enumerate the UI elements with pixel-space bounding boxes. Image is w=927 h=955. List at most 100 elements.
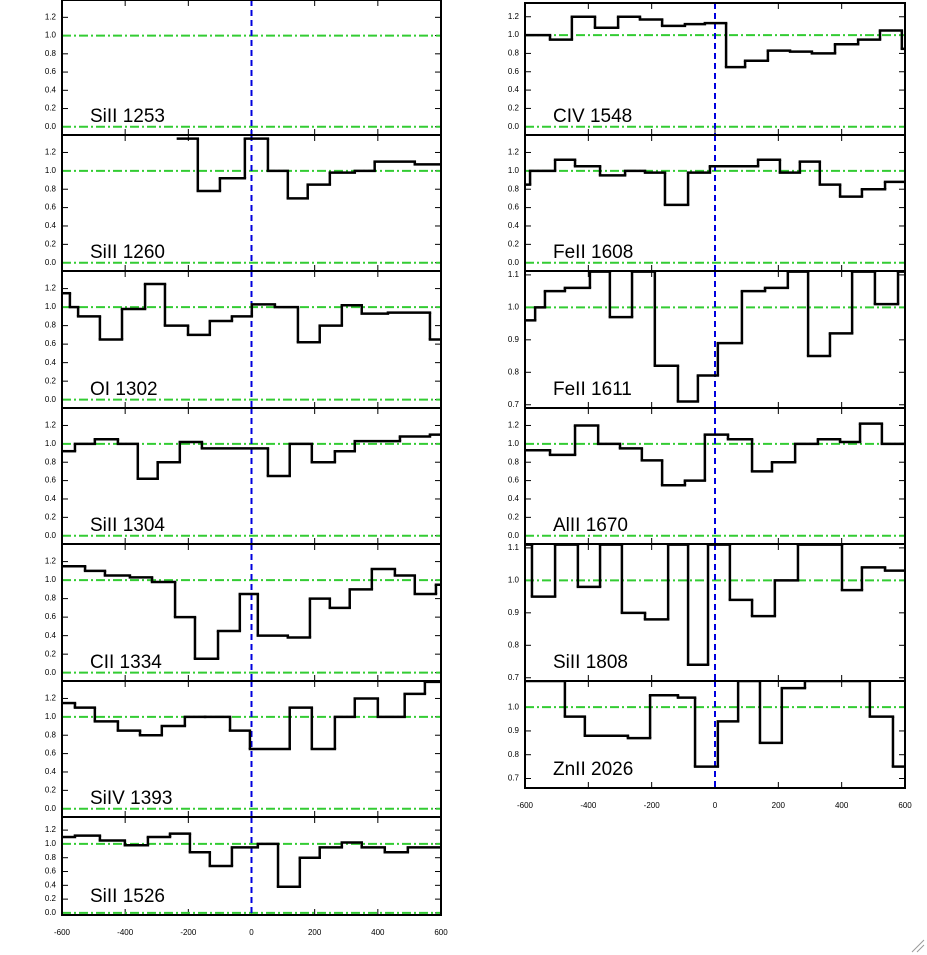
x-tick-label: -200 [180, 928, 197, 937]
y-tick-label: 1.0 [45, 839, 57, 848]
y-tick-label: 0.6 [45, 203, 57, 212]
y-tick-label: 0.6 [45, 67, 57, 76]
y-tick-label: 0.4 [508, 221, 520, 230]
y-tick-label: 0.0 [508, 122, 520, 131]
panel-label: ZnII 2026 [553, 759, 633, 780]
y-tick-label: 0.4 [45, 494, 57, 503]
y-tick-label: 0.2 [508, 104, 520, 113]
y-tick-label: 1.0 [45, 302, 57, 311]
y-tick-label: 1.2 [45, 148, 57, 157]
x-tick-label: -600 [54, 928, 71, 937]
y-tick-label: 0.2 [508, 239, 520, 248]
x-tick-label: 0 [713, 801, 718, 810]
y-tick-label: 0.7 [508, 400, 520, 409]
x-tick-label: 200 [772, 801, 786, 810]
y-tick-label: 0.2 [508, 512, 520, 521]
y-tick-label: 0.4 [45, 221, 57, 230]
panel-label: SiIV 1393 [90, 788, 172, 809]
y-tick-label: 0.0 [45, 122, 57, 131]
x-tick-label: 400 [835, 801, 849, 810]
panel-label: CIV 1548 [553, 106, 632, 127]
y-tick-label: 0.8 [508, 640, 520, 649]
x-tick-label: -400 [580, 801, 597, 810]
spectrum [176, 137, 441, 200]
y-tick-label: 0.6 [45, 867, 57, 876]
y-tick-label: 0.8 [508, 457, 520, 466]
y-tick-label: 0.6 [45, 476, 57, 485]
y-tick-label: 1.0 [45, 439, 57, 448]
y-tick-label: 1.1 [508, 543, 520, 552]
y-tick-label: 0.6 [508, 203, 520, 212]
y-tick-label: 0.9 [508, 335, 520, 344]
panel-frame [61, 816, 442, 916]
y-tick-label: 0.4 [45, 358, 57, 367]
y-tick-label: 0.6 [45, 339, 57, 348]
panel: 0.0 0.2 0.4 0.6 0.8 1.0 1.2 FeII 1608 [508, 134, 906, 272]
y-tick-label: 1.2 [508, 148, 520, 157]
y-tick-label: 0.8 [45, 853, 57, 862]
y-tick-label: 0.9 [508, 726, 520, 735]
y-tick-label: 0.2 [45, 376, 57, 385]
x-tick-label: -600 [517, 801, 534, 810]
y-tick-label: 0.4 [508, 85, 520, 94]
y-tick-label: 0.9 [508, 608, 520, 617]
y-tick-label: 1.1 [508, 270, 520, 279]
y-tick-label: 1.2 [45, 825, 57, 834]
y-tick-label: 0.8 [508, 49, 520, 58]
y-tick-label: 0.0 [45, 531, 57, 540]
y-tick-label: 0.8 [45, 184, 57, 193]
panel: 0.7 0.8 0.9 1.0 1.1 SiII 1808 [508, 543, 906, 682]
y-tick-label: 0.2 [45, 512, 57, 521]
y-tick-label: 0.0 [45, 908, 57, 917]
y-tick-label: 0.8 [508, 184, 520, 193]
y-tick-label: 0.4 [45, 631, 57, 640]
y-tick-label: 0.6 [508, 476, 520, 485]
y-tick-label: 1.2 [508, 421, 520, 430]
panel: 0.0 0.2 0.4 0.6 0.8 1.0 1.2 SiII 1260 [45, 134, 442, 272]
spectrum [525, 681, 905, 768]
panel: 0.0 0.2 0.4 0.6 0.8 1.0 1.2 CII 1334 [45, 543, 442, 682]
y-tick-label: 0.2 [45, 239, 57, 248]
y-tick-label: 0.8 [45, 49, 57, 58]
y-tick-label: 1.2 [45, 12, 57, 21]
panel: 0.0 0.2 0.4 0.6 0.8 1.0 1.2 SiII 1253 [45, 0, 442, 136]
x-tick-label: 200 [308, 928, 322, 937]
y-tick-label: 1.0 [508, 302, 520, 311]
y-tick-label: 0.6 [45, 612, 57, 621]
panel-label: SiII 1808 [553, 652, 628, 673]
y-tick-label: 1.0 [508, 30, 520, 39]
panel-label: SiII 1253 [90, 106, 165, 127]
panel: 0.0 0.2 0.4 0.6 0.8 1.0 1.2 SiII 1304 [45, 407, 442, 545]
y-tick-label: 0.8 [45, 594, 57, 603]
y-tick-label: 1.2 [508, 12, 520, 21]
y-tick-label: 1.0 [508, 702, 520, 711]
y-tick-label: 0.0 [45, 395, 57, 404]
y-tick-label: 1.0 [45, 31, 57, 40]
spectrum [525, 15, 905, 69]
y-tick-label: 0.7 [508, 673, 520, 682]
y-tick-label: 0.8 [45, 730, 57, 739]
y-tick-label: 0.8 [508, 367, 520, 376]
panel-label: FeII 1608 [553, 242, 633, 263]
y-tick-label: 0.0 [508, 531, 520, 540]
y-tick-label: 0.2 [45, 104, 57, 113]
y-tick-label: 0.0 [508, 258, 520, 267]
y-tick-label: 1.0 [45, 575, 57, 584]
y-tick-label: 1.2 [45, 284, 57, 293]
spectrum [62, 832, 441, 888]
panel: 0.7 0.8 0.9 1.0 -600 -400 -200 0 200 400 600 ZnII 2… [508, 680, 912, 810]
x-tick-label: 0 [249, 928, 254, 937]
y-tick-label: 1.0 [508, 575, 520, 584]
panel: 0.0 0.2 0.4 0.6 0.8 1.0 1.2 AlII 1670 [508, 407, 906, 545]
panel-label: CII 1334 [90, 652, 162, 673]
x-tick-label: -200 [644, 801, 661, 810]
panel-frame [524, 680, 906, 789]
y-tick-label: 1.2 [45, 694, 57, 703]
panel: 0.7 0.8 0.9 1.0 1.1 FeII 1611 [508, 270, 906, 409]
panel-label: SiII 1304 [90, 515, 165, 536]
y-tick-label: 0.6 [45, 749, 57, 758]
panel-label: OI 1302 [90, 379, 158, 400]
y-tick-label: 0.4 [45, 880, 57, 889]
y-tick-label: 1.2 [45, 421, 57, 430]
y-tick-label: 0.4 [45, 767, 57, 776]
